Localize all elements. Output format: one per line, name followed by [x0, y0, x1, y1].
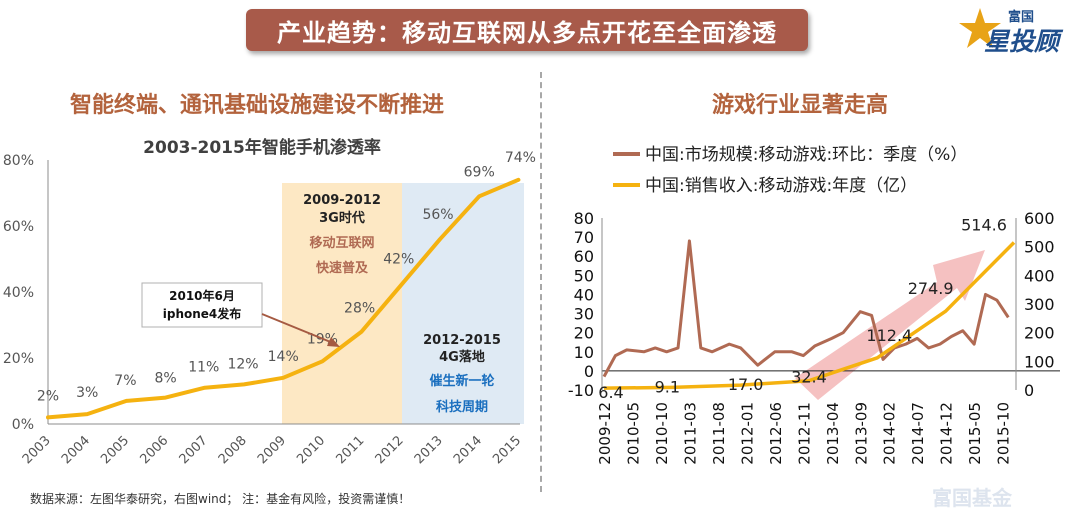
penetration-data-label: 11%	[188, 360, 219, 376]
right-x-tick-label: 2013-09	[852, 402, 870, 465]
right-right-tick-label: 100	[1024, 352, 1055, 371]
right-left-tick-label: -10	[568, 381, 594, 400]
right-x-tick-label: 2010-05	[624, 402, 642, 465]
section-divider	[540, 72, 542, 492]
callout-line-1: 2010年6月	[169, 288, 235, 303]
band-3g-desc-1: 移动互联网	[309, 235, 374, 251]
band-3g-desc-2: 快速普及	[316, 260, 369, 276]
right-right-tick-label: 200	[1024, 324, 1055, 343]
band-4g-period: 2012-2015	[423, 333, 501, 348]
right-x-tick-label: 2015-10	[995, 402, 1013, 465]
brand-logo: 富国 星投顾	[959, 8, 1064, 56]
right-left-tick-label: 50	[574, 266, 594, 285]
right-x-tick-label: 2013-04	[824, 402, 842, 465]
band-4g-desc-1: 催生新一轮	[429, 373, 494, 389]
right-x-tick-label: 2009-12	[596, 402, 614, 465]
penetration-data-label: 8%	[154, 371, 176, 387]
right-x-tick-label: 2012-01	[738, 402, 756, 465]
right-section-title: 游戏行业显著走高	[712, 93, 889, 118]
trend-arrow-icon	[795, 250, 985, 400]
band-4g-name: 4G落地	[439, 349, 485, 365]
penetration-data-label: 74%	[505, 150, 536, 166]
star-icon	[959, 8, 1001, 48]
right-right-tick-label: 400	[1024, 266, 1055, 285]
revenue-data-label: 514.6	[961, 215, 1007, 234]
right-left-tick-label: 70	[574, 228, 594, 247]
right-right-tick-label: 600	[1024, 209, 1055, 228]
left-y-tick-label: 0%	[12, 417, 34, 433]
right-left-tick-label: 0	[584, 362, 594, 381]
revenue-data-label: 32.4	[791, 368, 827, 387]
page-title-banner: 产业趋势：移动互联网从多点开花至全面渗透	[246, 9, 808, 51]
right-x-tick-label: 2012-11	[795, 402, 813, 465]
left-chart-title: 2003-2015年智能手机渗透率	[143, 137, 381, 158]
legend-label-revenue: 中国:销售收入:移动游戏:年度（亿）	[645, 176, 917, 196]
penetration-data-label: 69%	[464, 164, 495, 180]
right-x-tick-label: 2011-03	[681, 402, 699, 465]
left-y-tick-label: 60%	[3, 219, 34, 235]
penetration-data-label: 28%	[344, 301, 375, 317]
right-left-tick-label: 10	[574, 343, 594, 362]
right-x-tick-label: 2014-12	[938, 402, 956, 465]
right-right-tick-label: 300	[1024, 295, 1055, 314]
callout-arrow-head	[327, 337, 340, 347]
band-4g-desc-2: 科技周期	[436, 399, 488, 415]
legend-label-qoq: 中国:市场规模:移动游戏:环比：季度（%）	[645, 145, 967, 165]
right-left-tick-label: 40	[574, 285, 594, 304]
right-x-tick-label: 2014-07	[909, 402, 927, 465]
right-x-tick-label: 2010-10	[653, 402, 671, 465]
penetration-data-label: 12%	[227, 356, 258, 372]
penetration-data-label: 3%	[76, 385, 98, 401]
revenue-data-label: 6.4	[598, 383, 623, 402]
band-3g-period: 2009-2012	[303, 193, 381, 208]
right-right-tick-label: 0	[1024, 381, 1034, 400]
page-title: 产业趋势：移动互联网从多点开花至全面渗透	[277, 18, 777, 47]
revenue-data-label: 17.0	[728, 375, 764, 394]
right-x-tick-label: 2011-08	[710, 402, 728, 465]
penetration-chart: 0%20%40%60%80%2003 2004 2005 2006 2007 2008 20…	[3, 137, 536, 467]
callout-line-2: iphone4发布	[163, 306, 242, 321]
penetration-data-label: 42%	[383, 251, 414, 267]
penetration-data-label: 56%	[422, 207, 453, 223]
penetration-data-label: 7%	[114, 373, 136, 389]
qoq-growth-line	[602, 239, 1010, 378]
right-x-tick-label: 2012-06	[767, 402, 785, 465]
source-note: 数据来源：左图华泰研究，右图wind； 注：基金有风险，投资需谨慎！	[30, 492, 411, 506]
left-y-tick-label: 20%	[3, 351, 34, 367]
callout-box	[141, 282, 263, 328]
band-3g-name: 3G时代	[319, 210, 365, 226]
right-right-tick-label: 500	[1024, 238, 1055, 257]
right-left-tick-label: 30	[574, 305, 594, 324]
revenue-data-label: 112.4	[866, 326, 912, 345]
left-section-title: 智能终端、通讯基础设施建设不断推进	[70, 93, 445, 118]
right-left-tick-label: 20	[574, 324, 594, 343]
left-y-tick-label: 40%	[3, 285, 34, 301]
right-left-tick-label: 60	[574, 247, 594, 266]
left-y-tick-label: 80%	[3, 153, 34, 169]
revenue-data-label: 274.9	[908, 279, 954, 298]
watermark-text: 富国基金	[932, 486, 1012, 510]
logo-top-text: 富国	[1008, 9, 1034, 25]
logo-main-text: 星投顾	[984, 27, 1064, 56]
right-x-tick-label: 2015-05	[966, 402, 984, 465]
band-3g	[282, 183, 402, 424]
right-x-tick-label: 2014-02	[881, 402, 899, 465]
penetration-data-label: 14%	[268, 349, 299, 365]
band-4g	[402, 183, 524, 424]
penetration-line	[46, 177, 521, 420]
right-left-tick-label: 80	[574, 209, 594, 228]
penetration-data-label: 2%	[37, 388, 59, 404]
callout-arrow-shaft	[261, 313, 334, 344]
revenue-line	[603, 241, 1016, 390]
revenue-data-label: 9.1	[655, 377, 680, 396]
